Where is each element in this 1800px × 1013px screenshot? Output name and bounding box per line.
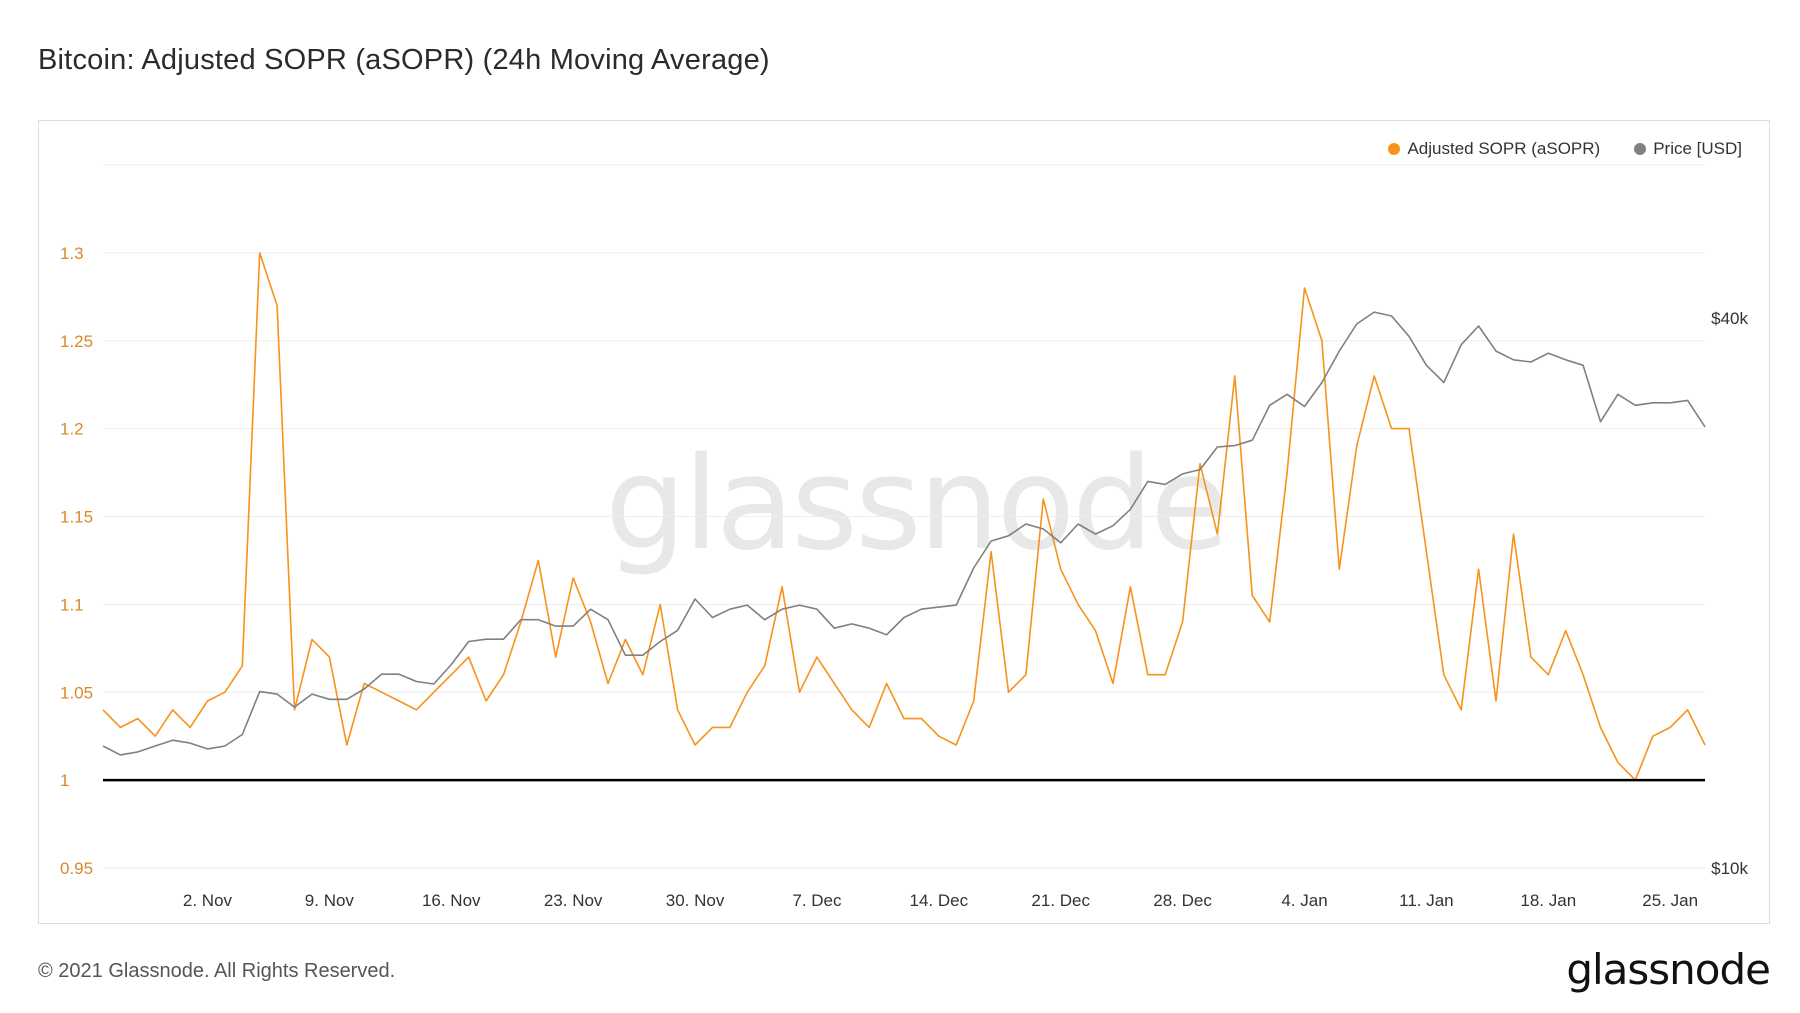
left-axis-tick-label: 1 <box>60 771 69 790</box>
x-axis-tick-label: 2. Nov <box>183 891 233 910</box>
left-axis-tick-label: 1.2 <box>60 420 84 439</box>
x-axis-ticks: 2. Nov 9. Nov 16. Nov 23. Nov 30. Nov 7. Dec 1… <box>183 891 1698 910</box>
grid-lines <box>103 164 1705 869</box>
right-axis-tick-label: $40k <box>1711 309 1748 328</box>
legend-item-price[interactable]: Price [USD] <box>1634 139 1742 159</box>
price-series-line <box>102 311 1706 756</box>
left-axis-tick-label: 1.3 <box>60 244 84 263</box>
chart-frame <box>38 120 1770 924</box>
left-axis-tick-label: 1.15 <box>60 508 93 527</box>
x-axis-tick-label: 30. Nov <box>666 891 725 910</box>
right-axis-tick-label: $10k <box>1711 859 1748 878</box>
x-axis-tick-label: 28. Dec <box>1153 891 1212 910</box>
copyright-text: © 2021 Glassnode. All Rights Reserved. <box>38 960 396 982</box>
left-axis-tick-label: 0.95 <box>60 859 93 878</box>
x-axis-tick-label: 16. Nov <box>422 891 481 910</box>
legend-dot-asopr <box>1388 143 1401 155</box>
x-axis-tick-label: 11. Jan <box>1399 891 1454 910</box>
x-axis-tick-label: 18. Jan <box>1520 891 1576 910</box>
left-axis-tick-label: 1.05 <box>60 683 93 702</box>
x-axis-tick-label: 14. Dec <box>910 891 969 910</box>
legend-label-price: Price [USD] <box>1653 139 1742 158</box>
legend-label-asopr: Adjusted SOPR (aSOPR) <box>1407 139 1601 158</box>
legend-item-asopr[interactable]: Adjusted SOPR (aSOPR) <box>1388 139 1600 159</box>
right-axis-ticks: $10k $40k <box>1711 309 1748 878</box>
series-lines <box>102 252 1706 782</box>
left-axis-tick-label: 1.25 <box>60 332 93 351</box>
asopr-series-line <box>102 252 1706 781</box>
x-axis-tick-label: 4. Jan <box>1281 891 1327 910</box>
glassnode-logo[interactable]: glassnode <box>1566 945 1771 994</box>
left-axis-ticks: 0.95 1 1.05 1.1 1.15 1.2 1.25 1.3 <box>60 244 93 878</box>
x-axis-tick-label: 9. Nov <box>305 891 355 910</box>
x-axis-tick-label: 25. Jan <box>1642 891 1698 910</box>
legend: Adjusted SOPR (aSOPR) Price [USD] <box>1388 139 1742 159</box>
chart-title: Bitcoin: Adjusted SOPR (aSOPR) (24h Movi… <box>38 44 770 76</box>
x-axis-tick-label: 21. Dec <box>1031 891 1090 910</box>
x-axis-tick-label: 7. Dec <box>792 891 842 910</box>
legend-dot-price <box>1634 143 1647 155</box>
left-axis-tick-label: 1.1 <box>60 595 84 614</box>
x-axis-tick-label: 23. Nov <box>544 891 603 910</box>
